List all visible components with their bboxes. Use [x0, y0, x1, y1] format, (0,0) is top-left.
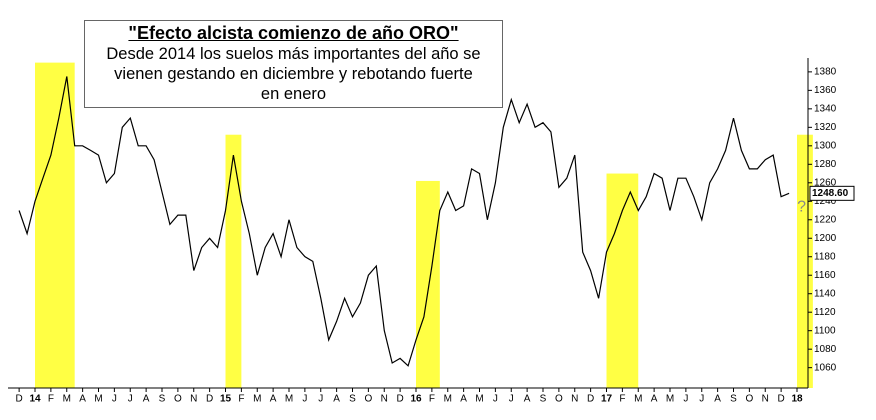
x-tick-label: 14 — [29, 394, 41, 405]
x-tick-label: D — [16, 394, 23, 405]
x-tick-label: A — [333, 394, 340, 405]
x-tick-label: A — [270, 394, 277, 405]
y-tick-label: 1320 — [814, 122, 837, 133]
y-tick-label: 1180 — [814, 251, 836, 262]
x-tick-label: 15 — [220, 394, 232, 405]
subtitle-line: Desde 2014 los suelos más importantes de… — [106, 45, 481, 63]
x-tick-label: A — [524, 394, 531, 405]
y-tick-label: 1360 — [814, 85, 837, 96]
x-tick-label: M — [634, 394, 642, 405]
x-tick-label: M — [666, 394, 674, 405]
y-tick-label: 1060 — [814, 362, 837, 373]
x-tick-label: M — [444, 394, 452, 405]
y-tick-label: 1300 — [814, 140, 837, 151]
price-line — [18, 76, 790, 367]
x-tick-label: F — [619, 394, 625, 405]
x-tick-label: 18 — [791, 394, 803, 405]
x-tick-label: M — [285, 394, 293, 405]
x-tick-label: J — [128, 394, 133, 405]
y-tick-label: 1200 — [814, 233, 837, 244]
y-tick-label: 1160 — [814, 270, 836, 281]
x-tick-label: 17 — [601, 394, 613, 405]
highlight — [606, 173, 639, 388]
x-tick-label: 16 — [410, 394, 422, 405]
x-tick-label: M — [94, 394, 102, 405]
x-tick-label: J — [699, 394, 704, 405]
subtitle-line: en enero — [260, 85, 327, 103]
x-tick-label: S — [540, 394, 547, 405]
x-tick-label: A — [143, 394, 150, 405]
price-label: 1248.60 — [812, 188, 849, 199]
price-label-box — [809, 185, 855, 201]
x-tick-label: D — [778, 394, 785, 405]
x-tick-label: N — [762, 394, 769, 405]
annotation-box: "Efecto alcista comienzo de año ORO" Des… — [84, 20, 503, 108]
x-tick-label: N — [190, 394, 197, 405]
y-tick-label: 1260 — [814, 177, 837, 188]
x-tick-label: J — [509, 394, 514, 405]
y-tick-label: 1380 — [814, 67, 837, 78]
x-tick-label: F — [238, 394, 244, 405]
chart-title: "Efecto alcista comienzo de año ORO" — [128, 23, 459, 43]
x-tick-label: D — [587, 394, 594, 405]
highlight — [416, 180, 440, 388]
x-tick-label: O — [555, 394, 563, 405]
subtitle-line: vienen gestando en diciembre y rebotando… — [114, 65, 473, 83]
x-tick-label: O — [364, 394, 372, 405]
y-tick-label: 1120 — [814, 307, 836, 318]
highlight — [225, 134, 242, 388]
x-tick-label: A — [714, 394, 721, 405]
x-tick-label: D — [206, 394, 213, 405]
y-tick-label: 1240 — [814, 196, 837, 207]
x-tick-label: J — [302, 394, 307, 405]
x-tick-label: F — [48, 394, 54, 405]
x-tick-label: M — [475, 394, 483, 405]
y-tick-label: 1080 — [814, 344, 837, 355]
x-tick-label: F — [429, 394, 435, 405]
x-tick-label: O — [174, 394, 182, 405]
x-tick-label: A — [460, 394, 467, 405]
x-tick-label: A — [651, 394, 658, 405]
highlight — [797, 134, 813, 388]
x-tick-label: O — [745, 394, 753, 405]
x-tick-label: S — [349, 394, 356, 405]
y-tick-label: 1140 — [814, 288, 836, 299]
y-tick-label: 1220 — [814, 214, 837, 225]
x-tick-label: J — [493, 394, 498, 405]
y-tick-label: 1280 — [814, 159, 837, 170]
x-tick-label: N — [381, 394, 388, 405]
x-tick-label: S — [159, 394, 166, 405]
x-tick-label: D — [397, 394, 404, 405]
x-tick-label: J — [318, 394, 323, 405]
question-mark: ? — [797, 199, 806, 216]
highlight — [35, 62, 75, 388]
x-tick-label: N — [571, 394, 578, 405]
x-tick-label: S — [730, 394, 737, 405]
y-tick-label: 1340 — [814, 103, 837, 114]
x-tick-label: J — [112, 394, 117, 405]
x-tick-label: J — [683, 394, 688, 405]
x-tick-label: A — [79, 394, 86, 405]
y-tick-label: 1100 — [814, 325, 836, 336]
x-tick-label: M — [253, 394, 261, 405]
x-tick-label: M — [63, 394, 71, 405]
